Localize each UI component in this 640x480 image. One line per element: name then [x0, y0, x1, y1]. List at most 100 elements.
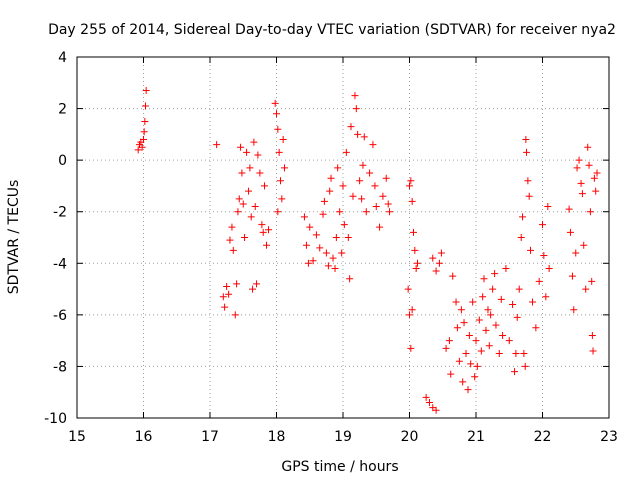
data-point [371, 182, 379, 190]
data-point [472, 337, 480, 345]
data-point [258, 221, 266, 229]
data-point [339, 182, 347, 190]
data-point [336, 208, 344, 216]
data-point [452, 298, 460, 306]
data-point [322, 249, 330, 257]
data-point [592, 187, 600, 195]
data-point [141, 102, 149, 110]
data-point [250, 138, 258, 146]
data-point [237, 143, 245, 151]
data-point [386, 208, 394, 216]
data-point [497, 295, 505, 303]
data-point [593, 169, 601, 177]
data-point [513, 313, 521, 321]
data-point [437, 249, 445, 257]
data-point [406, 311, 413, 319]
data-point [226, 236, 234, 244]
data-point [219, 293, 227, 301]
data-point [457, 306, 465, 314]
data-point [404, 285, 412, 293]
data-point [134, 146, 142, 154]
data-point [492, 321, 500, 329]
data-point [495, 350, 503, 358]
data-point [517, 234, 525, 241]
data-points [134, 87, 601, 414]
data-point [422, 393, 430, 401]
data-point [473, 362, 481, 370]
data-point [338, 249, 346, 257]
data-point [469, 298, 477, 306]
data-point [213, 141, 221, 149]
x-axis-label: GPS time / hours [281, 459, 398, 475]
y-tick-label: -8 [53, 359, 67, 375]
data-point [372, 203, 380, 211]
data-point [221, 303, 229, 311]
data-point [320, 197, 328, 205]
data-point [354, 130, 362, 138]
x-tick-label: 17 [201, 429, 219, 445]
data-point [346, 275, 354, 283]
data-point [276, 177, 284, 185]
data-point [245, 187, 253, 195]
data-point [300, 213, 308, 221]
data-point [306, 223, 314, 231]
data-point [509, 301, 517, 309]
data-point [362, 208, 370, 216]
data-point [406, 182, 413, 190]
plot-frame [76, 56, 610, 419]
data-point [435, 259, 443, 267]
data-point [566, 228, 574, 236]
data-point [259, 228, 267, 236]
x-tick-label: 23 [600, 429, 618, 445]
data-point [445, 337, 453, 345]
y-tick-label: -10 [44, 411, 67, 427]
data-point [225, 290, 233, 298]
data-point [544, 203, 552, 211]
data-point [477, 347, 485, 355]
data-point [539, 221, 546, 229]
y-tick-label: -2 [53, 205, 67, 221]
data-point [480, 275, 488, 283]
data-point [467, 360, 475, 368]
data-point [519, 213, 527, 221]
data-point [243, 148, 251, 156]
data-point [475, 316, 483, 324]
y-tick-label: 0 [58, 153, 67, 169]
data-point [529, 298, 537, 306]
data-point [527, 246, 535, 254]
data-point [332, 234, 340, 241]
data-point [471, 373, 479, 381]
data-point [256, 169, 264, 177]
data-point [582, 285, 590, 293]
data-point [590, 174, 598, 182]
data-point [412, 264, 420, 272]
data-point [254, 151, 262, 159]
data-point [384, 200, 392, 208]
data-point [505, 337, 513, 345]
data-point [140, 128, 148, 136]
data-point [589, 347, 597, 355]
data-point [342, 148, 350, 156]
y-tick-label: -4 [53, 256, 67, 272]
data-point [278, 195, 286, 203]
data-point [511, 368, 519, 376]
data-point [442, 344, 450, 352]
data-point [142, 87, 150, 95]
data-point [340, 221, 348, 229]
data-point [572, 249, 580, 257]
data-point [524, 177, 532, 185]
data-point [485, 342, 493, 350]
chart-title: Day 255 of 2014, Sidereal Day-to-day VTE… [48, 22, 616, 38]
data-point [523, 148, 531, 156]
x-tick-label: 18 [268, 429, 286, 445]
data-point [327, 174, 335, 182]
y-tick-label: -6 [53, 308, 67, 324]
data-point [565, 205, 573, 213]
data-point [578, 190, 586, 198]
y-axis-label: SDTVAR / TECUs [6, 180, 22, 295]
data-point [352, 105, 360, 113]
data-point [369, 141, 377, 149]
y-tick-label: 2 [58, 102, 67, 118]
data-point [231, 311, 239, 319]
